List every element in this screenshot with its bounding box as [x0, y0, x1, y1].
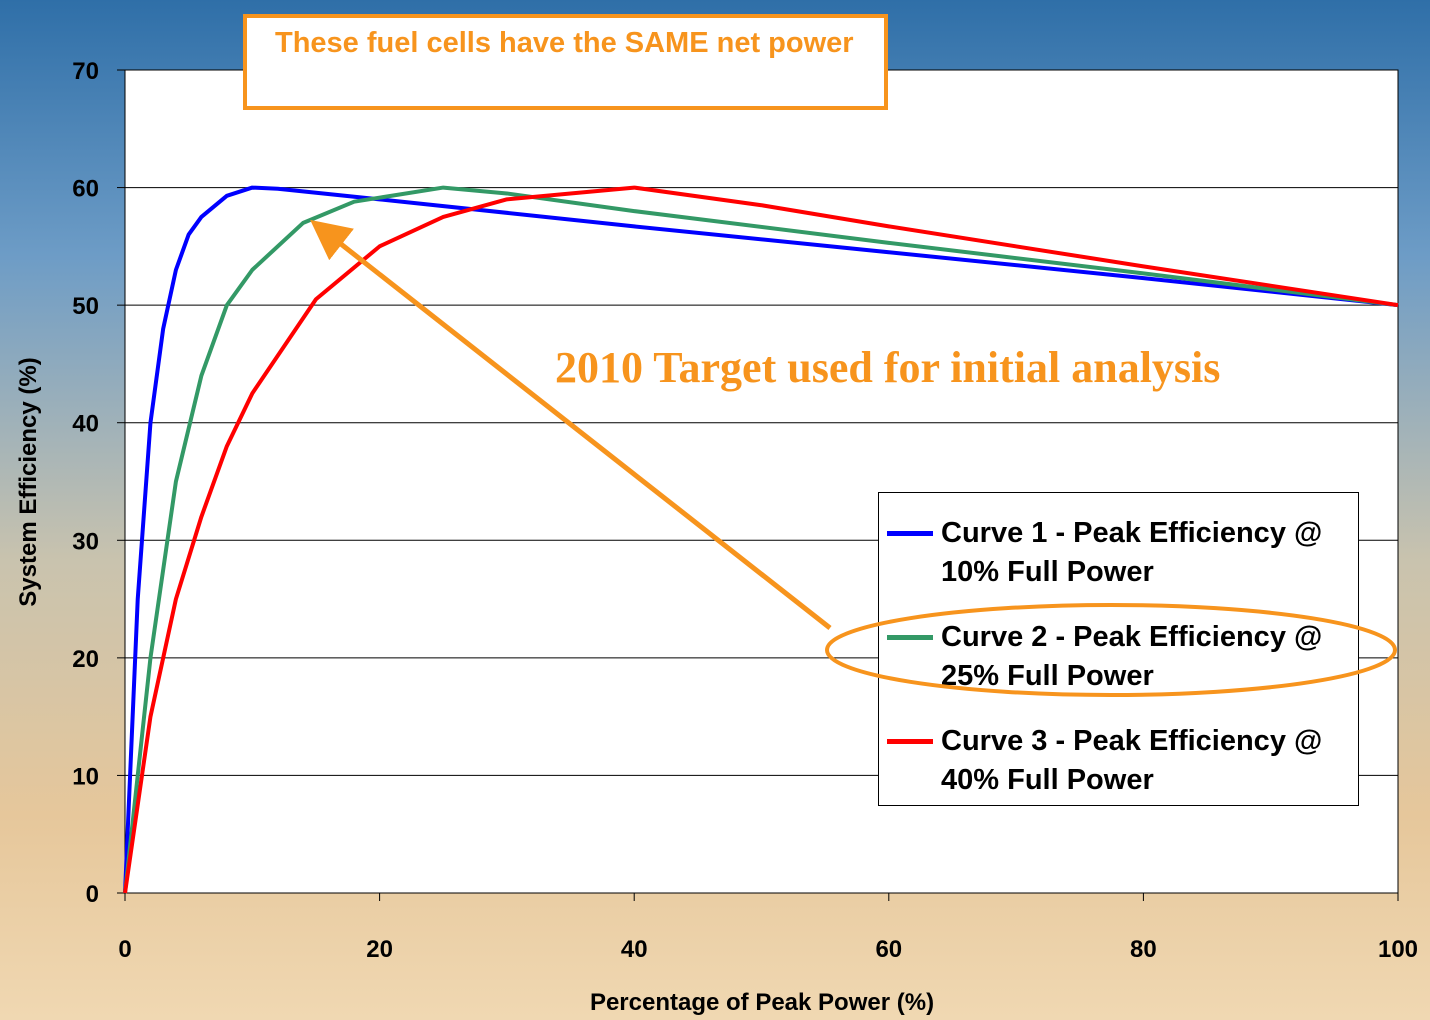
y-tick-label: 10 [72, 763, 99, 790]
legend-label: Curve 2 - Peak Efficiency @ 25% Full Pow… [941, 621, 1323, 692]
y-tick-label: 0 [86, 881, 99, 908]
legend-swatch [887, 531, 933, 536]
x-axis-title: Percentage of Peak Power (%) [590, 989, 934, 1016]
y-tick-label: 60 [72, 176, 99, 203]
x-tick-label: 20 [366, 936, 393, 963]
legend-label: Curve 1 - Peak Efficiency @ 10% Full Pow… [941, 517, 1323, 588]
x-tick-label: 100 [1378, 936, 1418, 963]
x-tick-label: 80 [1130, 936, 1157, 963]
x-tick-label: 40 [621, 936, 648, 963]
x-tick-label: 0 [118, 936, 131, 963]
y-tick-label: 50 [72, 293, 99, 320]
line-series [123, 185, 1399, 894]
annotation-box: These fuel cells have the SAME net power [243, 14, 888, 110]
y-tick-label: 40 [72, 411, 99, 438]
legend: Curve 1 - Peak Efficiency @ 10% Full Pow… [878, 492, 1359, 806]
legend-swatch [887, 635, 933, 640]
x-tick-label: 60 [875, 936, 902, 963]
y-axis-title: System Efficiency (%) [15, 357, 42, 606]
y-tick-label: 70 [72, 58, 99, 85]
legend-label: Curve 3 - Peak Efficiency @ 40% Full Pow… [941, 725, 1323, 796]
y-tick-label: 20 [72, 646, 99, 673]
annotation-text: 2010 Target used for initial analysis [555, 343, 1221, 392]
y-tick-label: 30 [72, 528, 99, 555]
legend-swatch [887, 739, 933, 744]
